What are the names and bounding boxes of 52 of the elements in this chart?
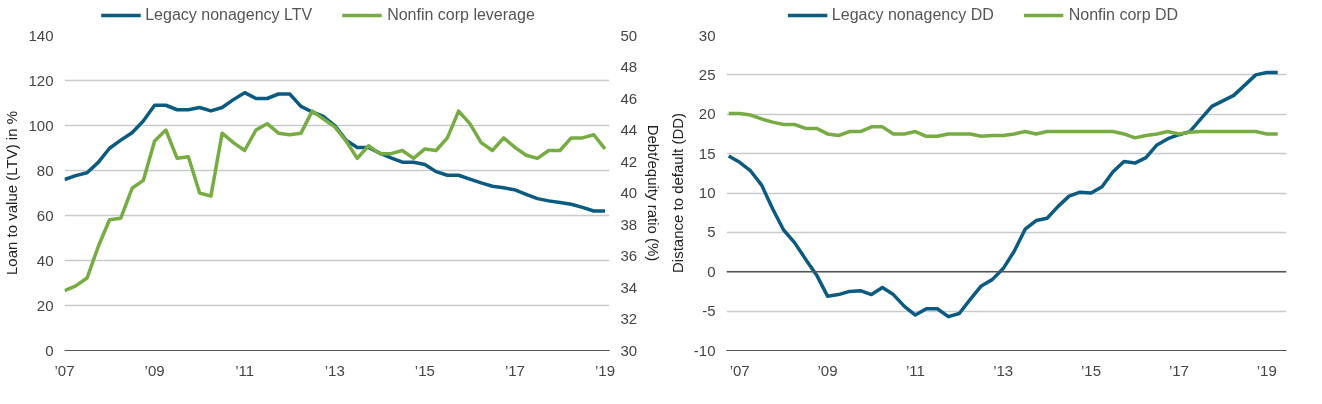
x-tick-label: ’19 <box>594 361 616 379</box>
y-tick-label: 80 <box>36 161 54 179</box>
y-tick-label: 10 <box>698 184 716 201</box>
y-tick-label: 30 <box>698 26 716 44</box>
y-tick-label: 5 <box>707 223 716 241</box>
y-tick-label: 20 <box>36 296 54 314</box>
y-tick-label: 40 <box>36 251 54 269</box>
y2-tick-label: 30 <box>620 341 638 359</box>
x-tick-label: ’11 <box>235 361 255 379</box>
x-tick-label: ’09 <box>817 361 838 379</box>
x-tick-label: ’15 <box>414 361 435 379</box>
y-tick-label: 25 <box>698 65 716 83</box>
y-tick-label: 0 <box>45 341 54 359</box>
x-tick-label: ’07 <box>54 361 75 379</box>
x-tick-label: ’07 <box>729 361 750 379</box>
line-series <box>64 109 607 293</box>
y-axis-title: Distance to default (DD) <box>668 112 686 274</box>
y2-tick-label: 48 <box>620 58 638 75</box>
y2-tick-label: 36 <box>620 247 638 264</box>
y-tick-label: 60 <box>36 206 54 224</box>
x-tick-label: ’13 <box>993 361 1014 379</box>
y2-axis-title: Debt/equity ratio (%) <box>645 124 663 262</box>
y2-tick-label: 42 <box>620 152 638 170</box>
y-tick-label: 120 <box>28 71 54 89</box>
y2-tick-label: 44 <box>620 121 638 138</box>
legend-label: Nonfin corp DD <box>1068 6 1179 24</box>
x-tick-label: ’09 <box>144 361 165 379</box>
y2-tick-label: 38 <box>620 215 638 233</box>
y-tick-label: -10 <box>693 341 716 359</box>
y2-tick-label: 46 <box>620 89 638 107</box>
y2-tick-label: 50 <box>620 26 638 44</box>
x-tick-label: ’17 <box>1168 361 1189 379</box>
line-series <box>726 111 1280 140</box>
y-tick-label: 140 <box>28 26 54 44</box>
line-series <box>726 70 1280 319</box>
x-tick-label: ’11 <box>905 361 925 379</box>
x-tick-label: ’15 <box>1081 361 1102 379</box>
y-tick-label: 0 <box>707 262 716 280</box>
y-tick-label: -5 <box>702 302 716 320</box>
y-tick-label: 15 <box>698 144 716 162</box>
x-tick-label: ’13 <box>324 361 345 379</box>
legend-label: Legacy nonagency LTV <box>145 6 313 24</box>
y2-tick-label: 32 <box>620 310 638 327</box>
y-tick-label: 100 <box>28 116 54 134</box>
legend-label: Nonfin corp leverage <box>387 6 535 24</box>
legend-label: Legacy nonagency DD <box>831 6 994 24</box>
y-tick-label: 20 <box>698 105 716 123</box>
y-axis-title: Loan to value (LTV) in % <box>3 111 21 275</box>
x-tick-label: ’17 <box>504 361 525 379</box>
x-tick-label: ’19 <box>1256 361 1277 379</box>
y2-tick-label: 40 <box>620 184 638 201</box>
y2-tick-label: 34 <box>620 278 638 296</box>
